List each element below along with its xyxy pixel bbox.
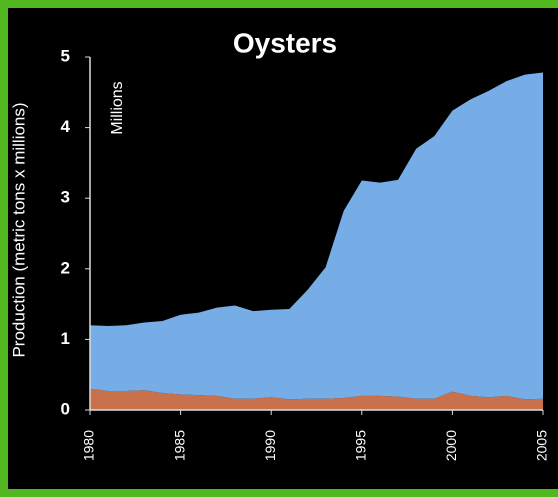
- y-tick-label: 3: [61, 188, 70, 207]
- area: [90, 72, 543, 400]
- x-tick-label: 1995: [353, 430, 369, 461]
- x-tick-label: 1985: [171, 430, 187, 461]
- x-tick-label: 2000: [443, 430, 459, 461]
- x-tick-label: 2005: [534, 430, 550, 461]
- plot-area: [90, 72, 543, 410]
- y-tick-label: 0: [61, 399, 70, 418]
- y-axis-label: Production (metric tons x millions): [9, 102, 28, 357]
- x-tick-label: 1990: [262, 430, 278, 461]
- x-tick-label: 1980: [81, 430, 97, 461]
- area: [90, 388, 543, 410]
- y-tick-label: 4: [61, 117, 71, 136]
- y-tick-label: 5: [61, 46, 70, 65]
- y-tick-label: 2: [61, 258, 70, 277]
- y-tick-label: 1: [61, 329, 70, 348]
- annotation: Millions: [109, 81, 126, 134]
- chart-title: Oysters: [233, 27, 337, 58]
